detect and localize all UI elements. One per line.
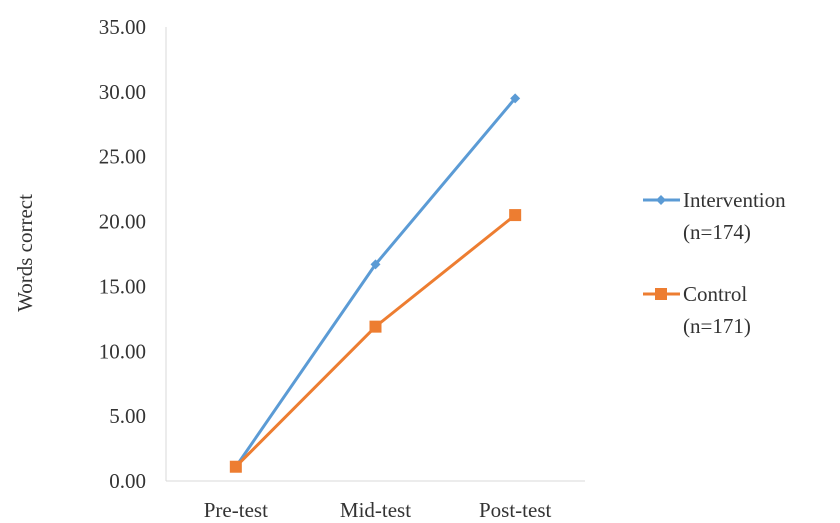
y-tick-label: 5.00 bbox=[109, 404, 146, 428]
legend-marker-2 bbox=[655, 288, 667, 300]
x-tick-label: Mid-test bbox=[340, 498, 411, 522]
series-2-point bbox=[229, 460, 242, 473]
x-tick-labels: Pre-test Mid-test Post-test bbox=[204, 498, 552, 522]
y-tick-label: 30.00 bbox=[99, 80, 146, 104]
series-line-2 bbox=[234, 213, 517, 468]
y-tick-label: 35.00 bbox=[99, 15, 146, 39]
y-axis-title: Words correct bbox=[13, 194, 37, 312]
y-tick-label: 10.00 bbox=[99, 339, 146, 363]
x-tick-label: Pre-test bbox=[204, 498, 268, 522]
y-tick-label: 15.00 bbox=[99, 274, 146, 298]
series-layer bbox=[229, 93, 522, 473]
legend-marker-1 bbox=[656, 195, 666, 205]
y-tick-label: 0.00 bbox=[109, 469, 146, 493]
legend-label-1: Intervention bbox=[683, 188, 786, 212]
y-tick-labels: 0.00 5.00 10.00 15.00 20.00 25.00 30.00 35.00 bbox=[99, 15, 146, 493]
legend: Intervention (n=174) Control (n=171) bbox=[643, 188, 786, 338]
series-line-1 bbox=[234, 97, 517, 468]
legend-sublabel-2: (n=171) bbox=[683, 314, 751, 338]
y-tick-label: 20.00 bbox=[99, 210, 146, 234]
series-2-point bbox=[369, 320, 382, 333]
series-1-point bbox=[370, 259, 381, 270]
series-1-point bbox=[510, 93, 521, 104]
legend-label-2: Control bbox=[683, 282, 747, 306]
x-tick-label: Post-test bbox=[479, 498, 552, 522]
y-axis-title-group: Words correct bbox=[13, 194, 37, 312]
y-tick-label: 25.00 bbox=[99, 145, 146, 169]
series-2-point bbox=[509, 209, 522, 222]
legend-sublabel-1: (n=174) bbox=[683, 220, 751, 244]
